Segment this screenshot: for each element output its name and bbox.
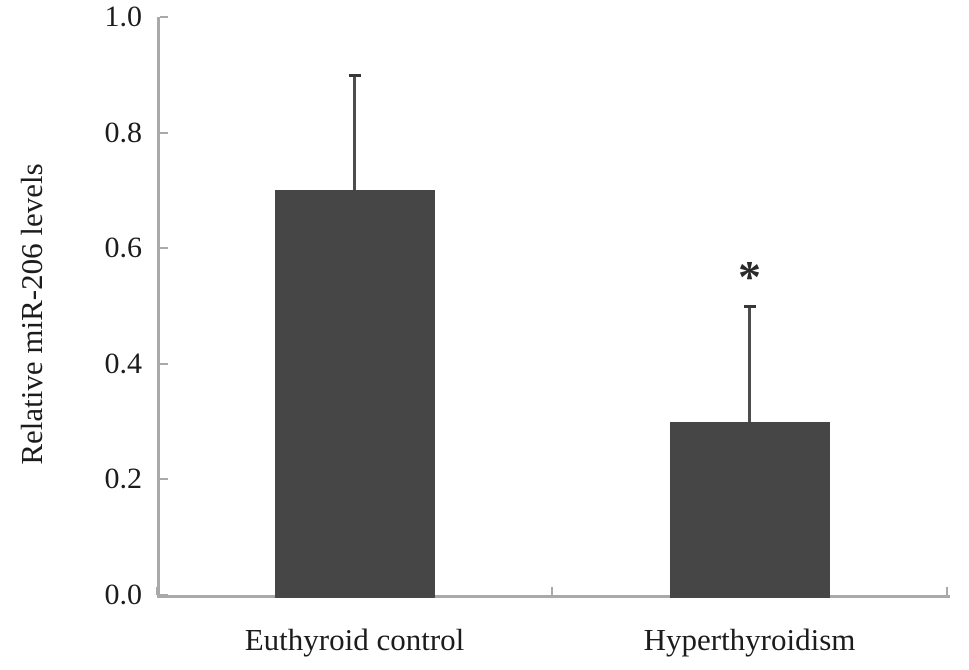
y-axis-tick	[160, 247, 168, 250]
bar	[274, 190, 435, 598]
y-tick-label: 0.0	[104, 578, 143, 611]
y-axis-title: Relative miR-206 levels	[14, 163, 49, 465]
y-tick-label: 0.2	[104, 462, 143, 496]
error-bar-cap	[743, 305, 756, 308]
y-tick-label: 1.0	[104, 0, 143, 33]
y-tick-label: 0.8	[104, 115, 143, 149]
y-axis-line	[157, 17, 160, 598]
x-axis-line	[157, 595, 950, 598]
y-axis-tick	[160, 16, 168, 18]
x-axis-tick	[551, 587, 553, 595]
y-axis-tick	[160, 362, 168, 365]
error-bar	[353, 74, 356, 191]
error-bar	[748, 306, 751, 422]
y-tick-label: 0.4	[104, 346, 143, 380]
y-tick-label: 0.6	[104, 231, 143, 265]
x-axis-tick	[946, 587, 948, 595]
x-category-label: Hyperthyroidism	[643, 622, 856, 657]
significance-asterisk: *	[738, 251, 761, 302]
error-bar-cap	[348, 73, 361, 77]
x-axis-tick	[156, 587, 158, 595]
y-axis-tick	[160, 131, 168, 134]
x-category-label: Euthyroid control	[244, 622, 465, 657]
y-axis-tick	[160, 478, 168, 481]
bar	[669, 421, 830, 598]
y-axis-tick	[160, 594, 168, 596]
